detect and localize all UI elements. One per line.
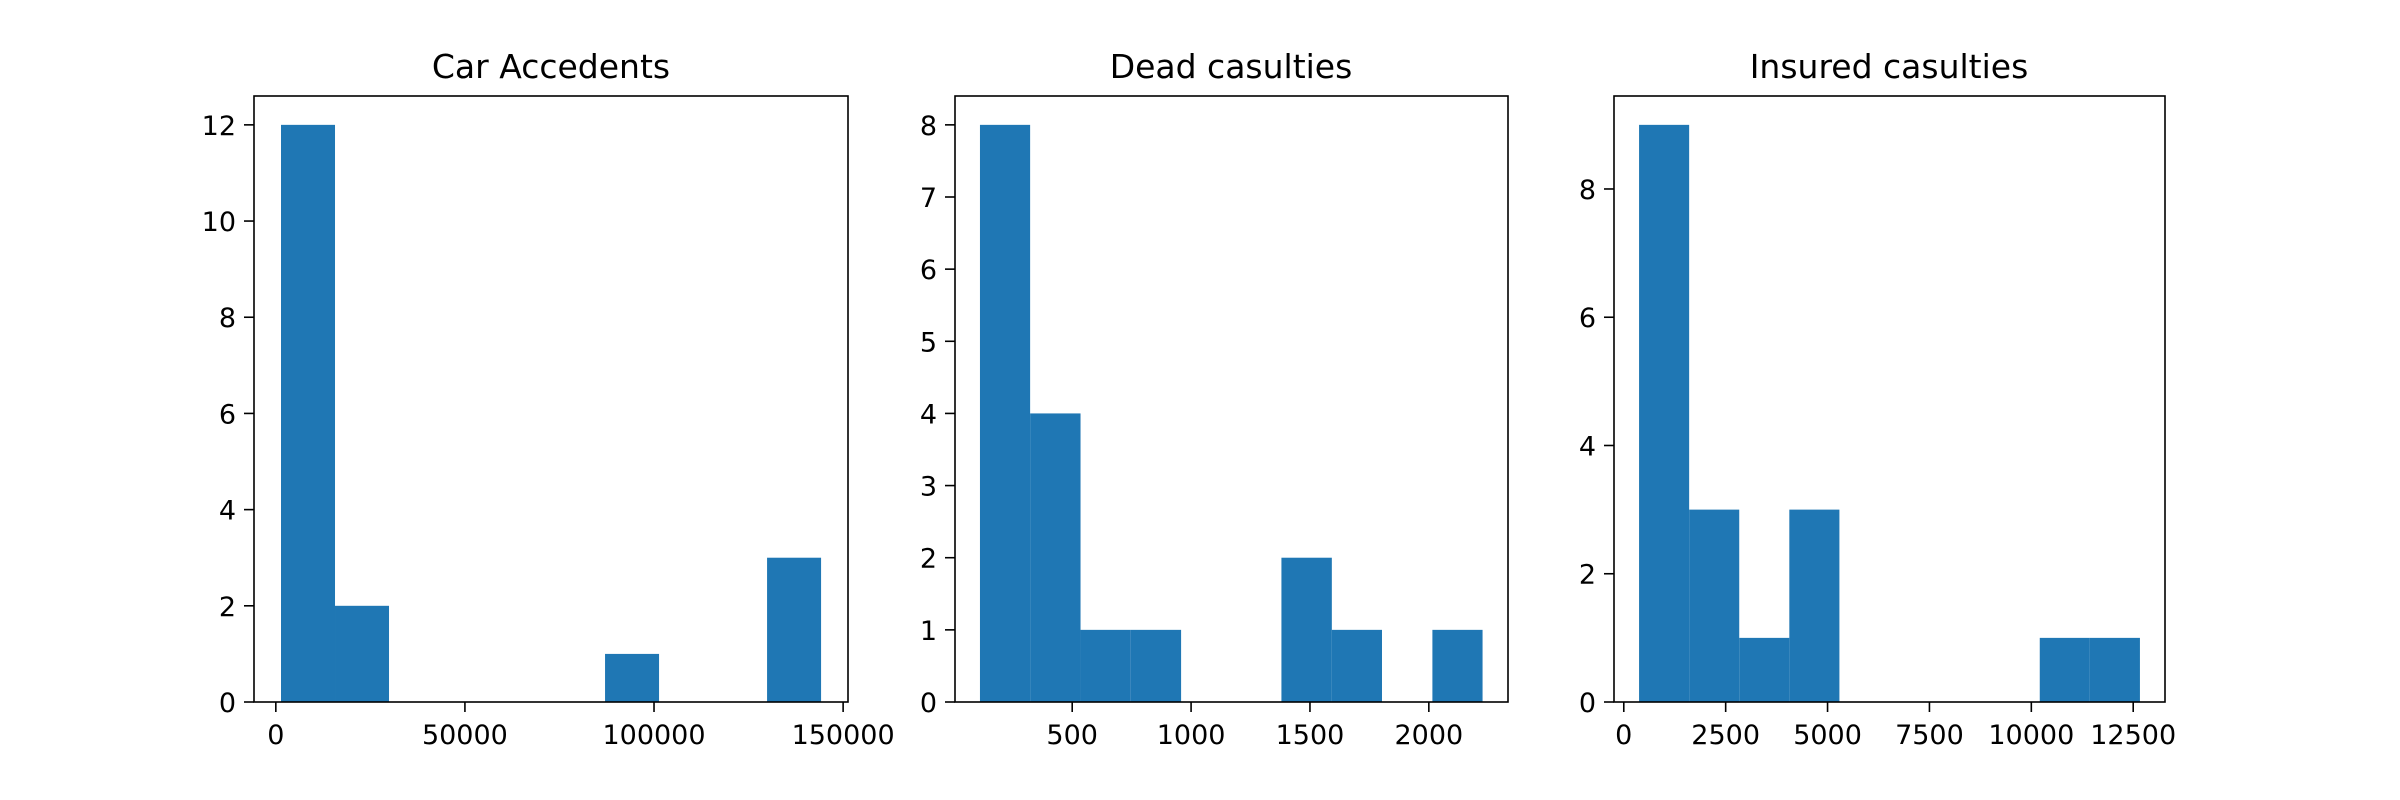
histogram-bar [1130,629,1182,702]
bars [281,124,822,703]
y-tick-label: 5 [920,327,937,358]
x-tick-label: 0 [267,720,284,751]
y-tick-label: 0 [920,688,937,719]
plot-frame [1613,95,2166,703]
histogram-bar [335,605,390,702]
x-tick-label: 1500 [1276,720,1345,751]
histogram-bar [1030,413,1081,702]
y-tick-label: 2 [1579,560,1596,591]
y-tick-label: 4 [920,399,937,430]
plot-frame [954,95,1509,703]
y-tick-label: 8 [219,303,236,334]
histogram-bar [281,124,336,703]
y-tick-label: 0 [219,688,236,719]
x-tick-label: 5000 [1793,720,1862,751]
y-axis: 0 1 2 3 4 5 6 7 8 [920,111,955,719]
histogram-bar [1789,509,1840,702]
panel-title: Insured casulties [1750,47,2029,86]
y-tick-label: 6 [219,399,236,430]
histogram-bar [1639,124,1690,703]
y-tick-label: 7 [920,183,937,214]
histogram-bar [1432,629,1483,702]
x-axis: 0 2500 5000 7500 10000 12500 [1615,702,2176,751]
x-tick-label: 50000 [422,720,508,751]
y-tick-label: 8 [1579,175,1596,206]
histogram-bar [1739,637,1790,702]
panel-insured-casulties: Insured casulties 0 2500 5000 7500 10000 1250… [1579,47,2176,751]
x-tick-label: 1000 [1157,720,1226,751]
histogram-bar [1331,629,1382,702]
y-axis: 0 2 4 6 8 10 12 [202,111,254,719]
y-axis: 0 2 4 6 8 [1579,175,1614,719]
y-tick-label: 6 [1579,303,1596,334]
x-tick-label: 2000 [1394,720,1463,751]
y-tick-label: 4 [1579,431,1596,462]
histogram-bar [1080,629,1131,702]
x-tick-label: 500 [1046,720,1098,751]
x-axis: 500 1000 1500 2000 [1046,702,1463,751]
y-tick-label: 2 [920,544,937,575]
bars [979,124,1483,703]
histogram-bar [2039,637,2090,702]
x-tick-label: 7500 [1895,720,1964,751]
panel-title: Dead casulties [1110,47,1353,86]
y-tick-label: 12 [202,111,236,142]
y-tick-label: 0 [1579,688,1596,719]
histogram-bar [605,653,660,702]
x-tick-label: 0 [1615,720,1632,751]
y-tick-label: 1 [920,616,937,647]
bars [1639,124,2140,703]
panel-car-accedents: Car Accedents 0 50000 100000 150000 0 2 4 6 8 10… [202,47,895,751]
panel-title: Car Accedents [432,47,670,86]
histogram-bar [767,557,822,702]
y-tick-label: 4 [219,496,236,527]
histogram-bar [1281,557,1332,702]
y-tick-label: 3 [920,472,937,503]
x-tick-label: 100000 [602,720,705,751]
x-tick-label: 10000 [1988,720,2074,751]
histogram-bar [979,124,1031,703]
plot-frame [253,95,849,703]
y-tick-label: 6 [920,255,937,286]
histogram-bar [2089,637,2140,702]
y-tick-label: 8 [920,111,937,142]
x-tick-label: 12500 [2090,720,2176,751]
y-tick-label: 10 [202,207,236,238]
y-tick-label: 2 [219,592,236,623]
panel-dead-casulties: Dead casulties 500 1000 1500 2000 0 1 2 3 4 5 6 7 8 [920,47,1509,751]
x-axis: 0 50000 100000 150000 [267,702,895,751]
x-tick-label: 2500 [1691,720,1760,751]
x-tick-label: 150000 [792,720,895,751]
histogram-bar [1689,509,1740,702]
